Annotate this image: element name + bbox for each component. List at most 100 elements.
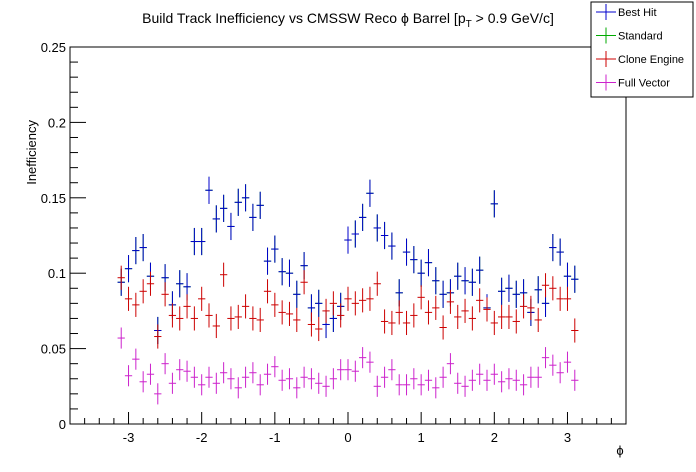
y-axis: 0 0.05 0.1 0.15 0.2 0.25 — [41, 40, 86, 432]
data-point — [315, 316, 323, 342]
series-layer — [117, 176, 579, 405]
data-point — [322, 298, 330, 323]
data-point — [205, 176, 213, 204]
data-point — [198, 374, 206, 396]
data-point — [549, 233, 557, 262]
data-point — [534, 307, 542, 333]
data-point — [512, 309, 520, 334]
data-point — [146, 271, 155, 296]
data-point — [468, 369, 477, 391]
data-point — [293, 307, 301, 333]
y-axis-label: Inefficiency — [24, 120, 39, 185]
series-clone-engine — [117, 262, 579, 349]
data-point — [395, 374, 403, 396]
data-point — [154, 324, 162, 349]
data-point — [168, 372, 177, 394]
data-point — [351, 291, 359, 316]
data-point — [234, 304, 242, 329]
legend-entry: Best Hit — [596, 4, 657, 20]
data-point — [468, 268, 477, 296]
data-point — [315, 289, 323, 317]
data-point — [483, 297, 491, 322]
data-point — [234, 377, 242, 399]
data-point — [432, 377, 440, 399]
data-point — [212, 205, 220, 233]
data-point — [541, 273, 550, 298]
data-point — [446, 353, 455, 375]
data-point — [366, 286, 374, 311]
data-point — [519, 374, 528, 396]
data-point — [168, 303, 177, 328]
data-point — [380, 221, 389, 250]
data-point — [439, 315, 447, 340]
data-point — [432, 267, 440, 295]
x-tick-label: 0 — [344, 430, 351, 445]
data-point — [198, 227, 206, 256]
data-point — [124, 286, 133, 311]
x-tick-label: -1 — [269, 430, 281, 445]
data-point — [117, 327, 125, 349]
data-point — [124, 255, 133, 283]
data-point — [329, 291, 338, 316]
data-point — [571, 265, 579, 293]
data-point — [563, 262, 572, 290]
y-tick-label: 0 — [59, 417, 66, 432]
data-point — [497, 371, 506, 393]
data-point — [424, 300, 433, 325]
y-tick-label: 0.1 — [48, 266, 66, 281]
data-point — [190, 366, 199, 388]
data-point — [198, 286, 206, 311]
data-point — [373, 375, 381, 397]
chart-title: Build Track Inefficiency vs CMSSW Reco ϕ… — [142, 10, 554, 30]
data-point — [366, 351, 374, 373]
legend-label: Full Vector — [618, 78, 670, 90]
data-point — [293, 377, 301, 399]
data-point — [256, 191, 264, 219]
data-point — [490, 363, 498, 385]
data-point — [395, 300, 403, 325]
x-axis-label: ϕ — [616, 443, 623, 458]
data-point — [402, 238, 411, 266]
data-point — [490, 190, 498, 218]
data-point — [337, 359, 345, 381]
data-point — [322, 375, 330, 397]
data-point — [497, 304, 506, 329]
data-point — [476, 363, 484, 385]
y-tick-label: 0.05 — [41, 342, 66, 357]
data-point — [212, 372, 220, 394]
y-tick-label: 0.25 — [41, 40, 66, 55]
data-point — [278, 258, 286, 286]
data-point — [256, 374, 264, 396]
data-point — [249, 203, 257, 231]
data-point — [417, 285, 425, 310]
data-point — [190, 306, 199, 331]
data-point — [519, 294, 528, 319]
data-point — [278, 369, 286, 391]
data-point — [556, 286, 564, 311]
data-point — [439, 280, 447, 308]
data-point — [410, 303, 418, 328]
data-point — [512, 280, 520, 308]
data-point — [358, 288, 367, 313]
data-point — [132, 237, 140, 265]
data-point — [410, 368, 418, 390]
data-point — [366, 179, 374, 207]
data-point — [461, 267, 469, 295]
data-point — [556, 362, 564, 384]
data-point — [154, 383, 162, 405]
data-point — [512, 369, 520, 391]
legend-entry: Clone Engine — [596, 51, 684, 67]
data-point — [337, 303, 345, 328]
data-point — [219, 194, 228, 222]
data-point — [410, 246, 418, 274]
data-point — [476, 256, 484, 284]
data-point — [344, 359, 352, 381]
data-point — [380, 366, 389, 388]
data-point — [263, 279, 272, 304]
data-point — [271, 356, 279, 378]
data-point — [402, 310, 411, 336]
legend: Best Hit Standard Clone Engine Full Vector — [590, 1, 694, 98]
data-point — [541, 347, 550, 369]
data-point — [285, 301, 294, 326]
